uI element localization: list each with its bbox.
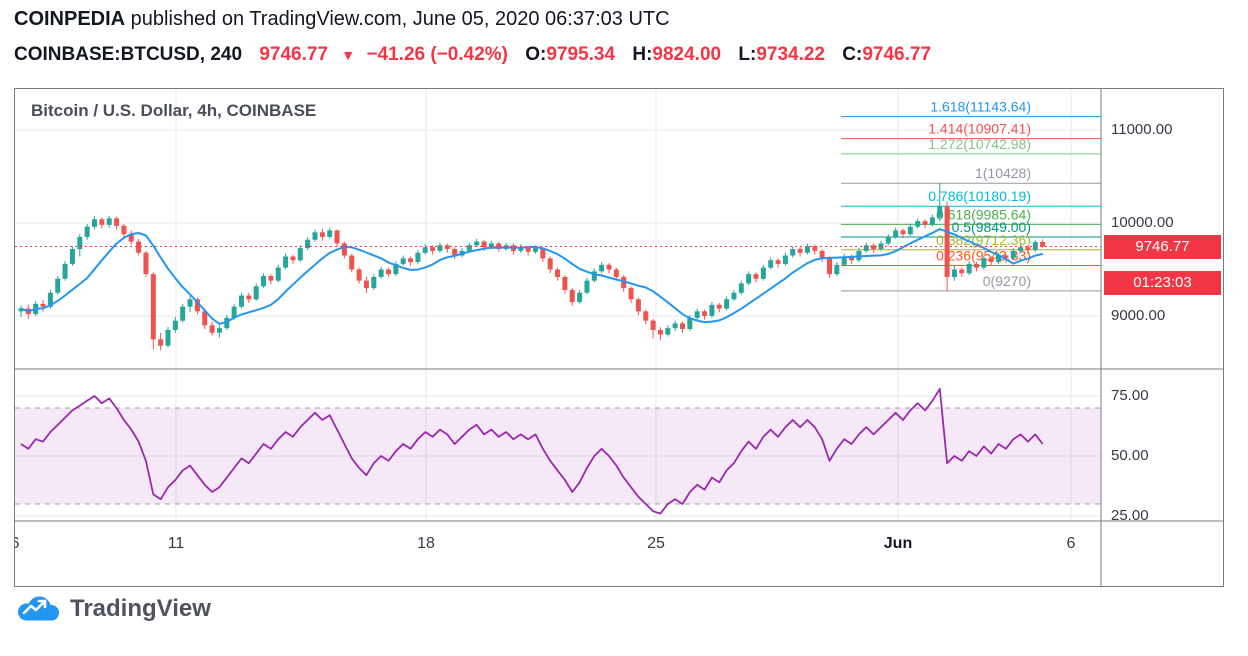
bar-countdown-badge: 01:23:03 bbox=[1104, 271, 1221, 295]
open-value: 9795.34 bbox=[546, 44, 616, 65]
price-axis-label: 10000.00 bbox=[1111, 214, 1174, 231]
publish-text: published on TradingView.com, June 05, 2… bbox=[125, 8, 670, 30]
svg-text:0(9270): 0(9270) bbox=[983, 273, 1031, 289]
price-change: −41.26 (−0.42%) bbox=[366, 44, 508, 65]
current-price-badge: 9746.77 bbox=[1104, 235, 1221, 259]
last-price: 9746.77 bbox=[259, 44, 329, 65]
svg-text:0.786(10180.19): 0.786(10180.19) bbox=[928, 188, 1031, 204]
svg-text:1.414(10907.41): 1.414(10907.41) bbox=[928, 121, 1031, 137]
publisher-name: COINPEDIA bbox=[14, 8, 126, 30]
time-axis-label: 6 bbox=[1066, 535, 1076, 552]
rsi-axis-label: 25.00 bbox=[1111, 507, 1149, 524]
symbol-name[interactable]: COINBASE:BTCUSD, 240 bbox=[14, 44, 243, 65]
time-axis-label: 6 bbox=[15, 535, 19, 553]
high-label: H: bbox=[632, 44, 653, 65]
price-axis-label: 9000.00 bbox=[1111, 307, 1166, 324]
tradingview-wordmark: TradingView bbox=[70, 595, 211, 622]
svg-text:0.382(9712.36): 0.382(9712.36) bbox=[936, 232, 1031, 248]
down-arrow-icon: ▼ bbox=[341, 47, 356, 63]
low-value: 9734.22 bbox=[756, 44, 825, 65]
high-value: 9824.00 bbox=[652, 44, 722, 65]
price-axis-label: 11000.00 bbox=[1111, 121, 1173, 138]
low-label: L: bbox=[738, 44, 757, 65]
tradingview-logo[interactable]: TradingView bbox=[14, 594, 211, 624]
time-axis-label: 18 bbox=[417, 535, 435, 552]
publish-line: COINPEDIA published on TradingView.com, … bbox=[14, 8, 670, 31]
svg-text:1.272(10742.98): 1.272(10742.98) bbox=[928, 136, 1031, 152]
time-axis-label: 11 bbox=[167, 535, 185, 552]
rsi-axis-label: 50.00 bbox=[1111, 447, 1149, 464]
svg-text:1(10428): 1(10428) bbox=[975, 165, 1031, 181]
svg-text:1.618(11143.64): 1.618(11143.64) bbox=[930, 99, 1031, 115]
close-value: 9746.77 bbox=[862, 44, 932, 65]
symbol-line: COINBASE:BTCUSD, 240 9746.77 ▼ −41.26 (−… bbox=[14, 44, 931, 66]
close-label: C: bbox=[842, 44, 863, 65]
chart-title: Bitcoin / U.S. Dollar, 4h, COINBASE bbox=[31, 101, 317, 120]
svg-text:0.618(9985.64): 0.618(9985.64) bbox=[936, 206, 1031, 222]
chart-canvas[interactable]: 1.618(11143.64) 1.414(10907.41)1.272(1074… bbox=[15, 89, 1223, 586]
svg-text:0.5(9849.00): 0.5(9849.00) bbox=[952, 219, 1031, 235]
time-axis-label: 25 bbox=[647, 535, 665, 552]
open-label: O: bbox=[525, 44, 547, 65]
rsi-axis-label: 75.00 bbox=[1111, 387, 1149, 404]
chart-frame[interactable]: 1.618(11143.64) 1.414(10907.41) 1.272(1074… bbox=[14, 88, 1224, 587]
time-axis-label-month: Jun bbox=[883, 535, 913, 552]
tradingview-cloud-icon bbox=[17, 596, 60, 621]
